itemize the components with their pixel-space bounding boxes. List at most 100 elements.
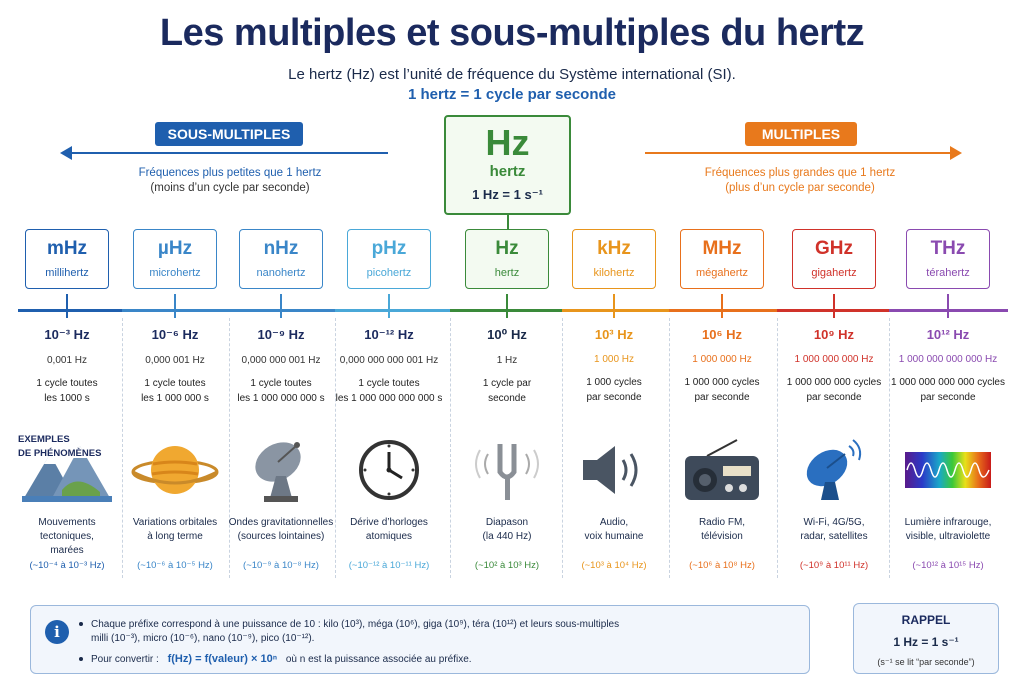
example-line: (sources lointaines) <box>237 531 325 542</box>
scale-tick <box>947 294 949 318</box>
unit-symbol: Hz <box>495 238 519 259</box>
example-range: (~10³ à 10⁴ Hz) <box>581 560 647 571</box>
unit-box-8: THz térahertz <box>906 229 990 289</box>
example-line: Radio FM, <box>698 517 746 528</box>
info-icon: i <box>45 620 69 644</box>
unit-name: microhertz <box>149 267 201 279</box>
example-description: Mouvements tectoniques, marées <box>11 516 123 558</box>
scale-tick <box>506 294 508 318</box>
multiples-description: Fréquences plus grandes que 1 hertz (plu… <box>665 166 935 196</box>
hertz-equation: 1 Hz = 1 s⁻¹ <box>472 187 543 202</box>
unit-symbol: kHz <box>597 238 631 259</box>
example-line: voix humaine <box>584 531 644 542</box>
info-line-1: Chaque préfixe correspond à une puissanc… <box>79 618 731 646</box>
rappel-box: RAPPEL 1 Hz = 1 s⁻¹ (s⁻¹ se lit “par sec… <box>853 603 999 674</box>
info-convert-label: Pour convertir : <box>91 654 159 665</box>
hertz-box-connector <box>507 215 509 229</box>
example-line: atomiques <box>365 531 413 542</box>
submultiples-badge: SOUS-MULTIPLES <box>155 122 303 146</box>
example-line: Audio, <box>599 517 629 528</box>
power-of-ten: 10⁻³ Hz <box>44 327 90 342</box>
unit-name: mégahertz <box>696 267 748 279</box>
submultiples-arrow-line <box>70 152 388 154</box>
cycle-description: 1 000 000 cycles par seconde <box>667 375 777 405</box>
examples-label-1: EXEMPLES <box>18 434 70 445</box>
cycle-line: 1 cycle par <box>482 378 532 389</box>
radio-icon <box>677 432 767 508</box>
example-line: radar, satellites <box>800 531 868 542</box>
cycle-line: par seconde <box>694 392 750 403</box>
right-arrow-icon <box>950 146 962 160</box>
scale-axis-segment <box>335 309 450 312</box>
scale-axis-segment <box>18 309 122 312</box>
example-description: Audio, voix humaine <box>558 516 670 544</box>
column-separator <box>335 318 336 578</box>
power-of-ten: 10⁶ Hz <box>702 327 742 342</box>
unit-box-4: Hz hertz <box>465 229 549 289</box>
cycle-line: 1 000 cycles <box>586 377 642 388</box>
left-arrow-icon <box>60 146 72 160</box>
examples-label: EXEMPLES DE PHÉNOMÈNES <box>18 433 101 461</box>
cycle-line: 1 cycle toutes <box>250 378 312 389</box>
example-line: Lumière infrarouge, <box>904 517 992 528</box>
example-line: à long terme <box>147 531 203 542</box>
satellite-dish-icon <box>236 432 326 508</box>
antenna-dish-icon <box>789 432 879 508</box>
unit-box-1: µHz microhertz <box>133 229 217 289</box>
cycle-line: par seconde <box>806 392 862 403</box>
submultiples-desc-1: Fréquences plus petites que 1 hertz <box>138 167 322 179</box>
cycle-description: 1 000 000 000 cycles par seconde <box>773 375 895 405</box>
example-line: (la 440 Hz) <box>482 531 532 542</box>
example-range: (~10⁻⁹ à 10⁻⁸ Hz) <box>243 560 319 571</box>
unit-name: gigahertz <box>811 267 857 279</box>
multiples-arrow-line <box>645 152 953 154</box>
speaker-icon <box>569 432 659 508</box>
cycle-line: les 1 000 000 000 s <box>237 393 325 404</box>
cycle-line: 1 cycle toutes <box>358 378 420 389</box>
scale-tick <box>174 294 176 318</box>
decimal-value: 1 000 Hz <box>593 354 635 365</box>
hertz-name: hertz <box>489 163 526 180</box>
clock-icon <box>344 432 434 508</box>
scale-tick <box>66 294 68 318</box>
unit-column-5: 10³ Hz 1 000 Hz 1 000 cycles par seconde <box>559 327 669 405</box>
info-box: i Chaque préfixe correspond à une puissa… <box>30 605 810 674</box>
example-range: (~10² à 10³ Hz) <box>474 560 540 571</box>
column-separator <box>450 318 451 578</box>
decimal-value: 1 000 000 000 Hz <box>794 354 874 365</box>
cycle-description: 1 cycle toutes les 1 000 000 s <box>120 376 230 406</box>
example-description: Wi-Fi, 4G/5G, radar, satellites <box>778 516 890 544</box>
unit-name: kilohertz <box>593 267 635 279</box>
cycle-description: 1 cycle toutes les 1 000 000 000 000 s <box>334 376 444 406</box>
rappel-equation: 1 Hz = 1 s⁻¹ <box>893 635 959 649</box>
cycle-line: par seconde <box>920 392 976 403</box>
unit-box-0: mHz millihertz <box>25 229 109 289</box>
power-of-ten: 10⁹ Hz <box>813 327 855 342</box>
example-range: (~10⁶ à 10⁸ Hz) <box>689 560 755 571</box>
unit-symbol: MHz <box>702 238 742 259</box>
unit-symbol: THz <box>930 238 966 259</box>
power-of-ten: 10⁰ Hz <box>487 327 527 342</box>
power-of-ten: 10⁻⁶ Hz <box>151 327 199 342</box>
cycle-line: 1 cycle toutes <box>36 378 98 389</box>
cycle-line: 1 cycle toutes <box>144 378 206 389</box>
mountains-icon <box>22 432 112 508</box>
decimal-value: 0,000 000 001 Hz <box>241 355 321 366</box>
example-line: Dérive d’horloges <box>350 517 428 528</box>
scale-axis-segment <box>229 309 335 312</box>
cycle-line: 1 000 000 000 cycles <box>786 377 882 388</box>
bullet-icon <box>79 622 83 627</box>
cycle-line: les 1 000 000 000 000 s <box>335 393 443 404</box>
power-of-ten: 10³ Hz <box>594 327 634 342</box>
scale-tick <box>613 294 615 318</box>
cycle-line: 1 000 000 000 000 cycles <box>891 377 1005 388</box>
scale-tick <box>280 294 282 318</box>
example-line: Variations orbitales <box>132 517 218 528</box>
unit-column-1: 10⁻⁶ Hz 0,000 001 Hz 1 cycle toutes les 1 0… <box>120 327 230 406</box>
bullet-icon <box>79 657 83 662</box>
example-description: Variations orbitales à long terme <box>119 516 231 544</box>
power-of-ten: 10⁻¹² Hz <box>364 327 414 342</box>
submultiples-description: Fréquences plus petites que 1 hertz (moi… <box>100 166 360 196</box>
scale-axis-segment <box>562 309 669 312</box>
unit-column-2: 10⁻⁹ Hz 0,000 000 001 Hz 1 cycle toutes les… <box>226 327 336 406</box>
